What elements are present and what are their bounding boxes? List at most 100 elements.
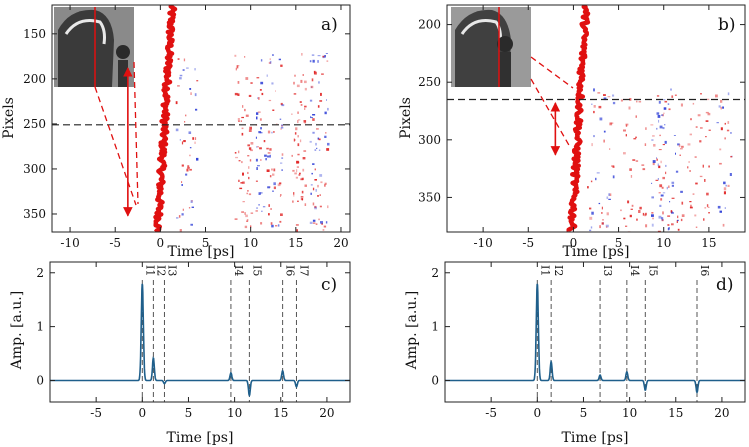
echo-speckle-a-3-35 [294, 139, 296, 141]
echo-speckle-b-1-19 [627, 200, 630, 204]
echo-speckle-b-2-27 [676, 220, 678, 223]
echo-speckle-b-3-6 [688, 161, 690, 163]
echo-speckle-b-2-42 [674, 94, 677, 96]
echo-speckle-a-4-61 [316, 147, 318, 149]
panel-a: -10 -5 0 5 10 15 20 150 200 250 300 350 Time [ps] P… [1, 4, 351, 260]
echo-speckle-a-2-70 [257, 111, 261, 113]
echo-speckle-b-4-6 [729, 173, 732, 176]
echo-speckle-a-1-23 [250, 212, 254, 214]
echo-speckle-a-2-86 [260, 81, 264, 85]
echo-speckle-a-3-11 [296, 229, 298, 232]
axis-ticks-d: -5 0 5 10 15 20 0 1 2 [431, 262, 745, 420]
echo-speckle-b-2-47 [656, 158, 658, 161]
echo-speckle-b-2-76 [673, 135, 676, 136]
echo-speckle-b-1-24 [630, 175, 633, 178]
echo-speckle-a-1-36 [250, 82, 253, 84]
echo-speckle-b-2-45 [668, 185, 670, 188]
echo-speckle-a-0-2 [181, 184, 183, 186]
echo-speckle-b-2-10 [657, 178, 659, 180]
echo-speckle-b-4-8 [725, 184, 727, 187]
echo-speckle-a-3-46 [297, 161, 300, 164]
echo-speckle-b-3-17 [700, 127, 703, 129]
echo-speckle-a-1-14 [241, 211, 244, 213]
echo-speckle-b-4-2 [720, 99, 723, 103]
echo-speckle-b-2-61 [661, 219, 664, 222]
echo-speckle-b-0-7 [593, 88, 595, 92]
echo-speckle-a-0-27 [194, 141, 196, 144]
echo-speckle-a-4-27 [312, 219, 316, 222]
amplitude-plot-d: I1 I2 I3 I4 I5 I6 [445, 265, 745, 402]
heatmap-b [566, 5, 733, 232]
peak-label-c-1: I2 [154, 265, 167, 276]
echo-speckle-a-4-54 [317, 137, 320, 140]
echo-speckle-a-4-51 [324, 184, 326, 187]
echo-speckle-b-2-74 [681, 145, 684, 148]
echo-speckle-a-2-36 [281, 157, 284, 159]
echo-speckle-b-3-29 [706, 192, 709, 196]
echo-speckle-a-1-40 [237, 118, 240, 121]
echo-speckle-a-1-48 [249, 159, 252, 162]
echo-speckle-a-2-15 [279, 195, 281, 197]
echo-speckle-b-0-6 [605, 224, 609, 228]
echo-speckle-b-2-9 [658, 215, 662, 219]
echo-speckle-b-2-63 [666, 186, 668, 190]
echo-speckle-b-1-20 [635, 136, 637, 138]
echo-speckle-b-2-46 [661, 217, 664, 220]
echo-speckle-a-0-4 [177, 58, 180, 60]
x-tick-label-a-3: 5 [202, 236, 210, 250]
echo-speckle-b-3-13 [697, 114, 701, 117]
echo-speckle-a-1-37 [245, 77, 249, 80]
echo-speckle-a-4-10 [312, 59, 315, 63]
echo-speckle-a-2-48 [270, 222, 273, 225]
echo-speckle-a-1-4 [238, 120, 240, 122]
y-tick-label-a-2: 250 [23, 117, 46, 131]
echo-speckle-a-1-13 [236, 65, 239, 69]
echo-speckle-b-4-19 [722, 106, 724, 109]
echo-speckle-a-4-58 [327, 142, 330, 146]
echo-speckle-a-2-58 [275, 225, 278, 227]
y-tick-label-a-1: 200 [23, 72, 46, 86]
echo-speckle-b-0-19 [607, 96, 611, 98]
echo-speckle-a-3-9 [303, 150, 307, 152]
echo-speckle-a-2-10 [273, 182, 276, 186]
echo-speckle-a-4-31 [312, 163, 315, 165]
echo-speckle-b-2-17 [675, 152, 676, 155]
y-tick-label-b-0: 200 [418, 18, 441, 32]
echo-speckle-a-2-75 [280, 162, 283, 164]
axes-frame-a [51, 4, 351, 233]
echo-speckle-a-4-6 [310, 117, 313, 119]
echo-speckle-a-4-21 [323, 225, 327, 228]
echo-speckle-b-3-4 [708, 165, 710, 168]
echo-speckle-b-1-29 [625, 134, 627, 137]
echo-speckle-b-2-48 [669, 201, 671, 203]
echo-speckle-a-3-15 [295, 176, 298, 179]
echo-speckle-b-0-35 [598, 105, 602, 109]
peak-label-c-0: I1 [143, 265, 156, 276]
peak-label-c-5: I6 [284, 265, 297, 276]
echo-speckle-b-1-1 [644, 212, 647, 216]
x-tick-label-a-1: -5 [109, 236, 121, 250]
echo-speckle-b-4-9 [727, 184, 730, 187]
echo-speckle-b-1-14 [645, 224, 648, 228]
echo-speckle-a-1-18 [237, 93, 240, 96]
echo-speckle-b-2-28 [680, 218, 683, 222]
echo-speckle-a-2-49 [264, 154, 267, 157]
echo-speckle-a-4-57 [315, 142, 317, 146]
echo-speckle-a-2-79 [269, 154, 271, 158]
echo-speckle-b-3-23 [690, 118, 692, 121]
echo-speckle-a-4-45 [312, 222, 316, 224]
x-axis-label-b: Time [ps] [563, 244, 630, 260]
x-tick-label-b-0: -10 [473, 236, 492, 250]
x-tick-label-b-5: 15 [701, 236, 716, 250]
inset-photo-b [451, 7, 531, 88]
echo-speckle-b-0-3 [591, 211, 594, 215]
echo-speckle-a-2-46 [269, 148, 272, 151]
echo-speckle-b-1-30 [635, 115, 637, 118]
echo-speckle-a-0-26 [189, 168, 192, 171]
echo-speckle-b-0-24 [603, 130, 606, 133]
echo-speckle-a-2-12 [275, 90, 276, 92]
echo-speckle-a-1-1 [242, 105, 244, 108]
echo-speckle-b-4-15 [726, 129, 730, 132]
echo-speckle-a-2-13 [266, 155, 270, 158]
